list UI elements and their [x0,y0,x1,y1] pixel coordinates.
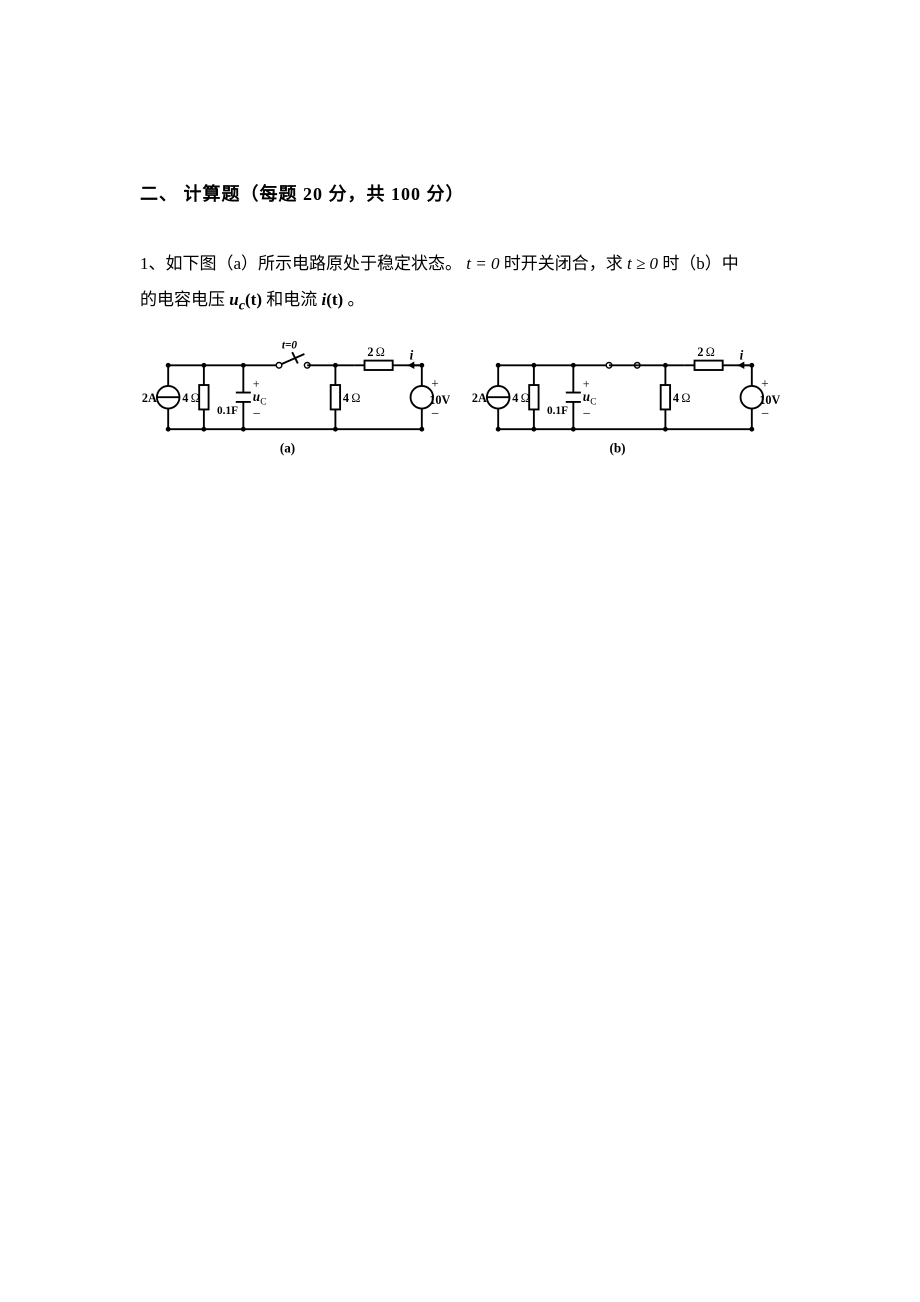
svg-text:Ω: Ω [191,391,200,405]
svg-text:−: − [583,406,591,422]
svg-text:4: 4 [673,391,679,405]
svg-text:+: + [761,376,768,391]
svg-text:−: − [761,406,769,422]
svg-text:2A: 2A [472,391,487,405]
svg-text:C: C [590,398,596,408]
svg-text:−: − [431,406,439,422]
svg-text:C: C [260,398,266,408]
svg-text:0.1F: 0.1F [547,405,568,417]
svg-text:10V: 10V [429,393,450,407]
section-heading: 二、 计算题（每题 20 分，共 100 分） [140,180,780,206]
t-ge-zero: t ≥ 0 [627,254,658,273]
svg-text:10V: 10V [759,393,780,407]
svg-text:Ω: Ω [706,345,715,359]
svg-text:(a): (a) [280,440,295,455]
svg-text:Ω: Ω [521,391,530,405]
svg-text:2: 2 [367,345,373,359]
circuit-diagrams: i2A4Ω0.1FuC+−4Ω2Ω+10V−t=0(a) i2A4Ω0.1FuC… [140,331,780,471]
text: 时（b）中 [662,254,739,273]
svg-text:Ω: Ω [376,345,385,359]
text: 和电流 [266,290,317,309]
text: 的电容电压 [140,290,225,309]
svg-text:i: i [740,347,744,362]
svg-text:Ω: Ω [681,391,690,405]
svg-text:4: 4 [182,391,188,405]
i-t: i(t) [322,290,344,309]
svg-text:+: + [253,377,260,391]
circuit-a: i2A4Ω0.1FuC+−4Ω2Ω+10V−t=0(a) [140,331,450,471]
svg-text:+: + [583,377,590,391]
svg-text:−: − [253,406,261,422]
svg-text:Ω: Ω [351,391,360,405]
svg-text:t=0: t=0 [282,339,298,351]
uc-t: uc(t) [229,290,262,309]
t-equals-zero: t = 0 [466,254,499,273]
text: 。 [347,290,364,309]
svg-text:4: 4 [512,391,518,405]
svg-text:(b): (b) [609,440,625,455]
svg-text:u: u [253,389,260,404]
text: 1、如下图（a）所示电路原处于稳定状态。 [140,254,462,273]
text: 时开关闭合，求 [504,254,623,273]
svg-text:i: i [410,347,414,362]
svg-text:2A: 2A [142,391,157,405]
svg-text:0.1F: 0.1F [217,405,238,417]
svg-text:+: + [431,376,438,391]
problem-statement: 1、如下图（a）所示电路原处于稳定状态。 t = 0 时开关闭合，求 t ≥ 0… [140,246,780,321]
svg-text:u: u [583,389,590,404]
svg-text:2: 2 [697,345,703,359]
svg-text:4: 4 [343,391,349,405]
circuit-b: i2A4Ω0.1FuC+−4Ω2Ω+10V−(b) [470,331,780,471]
